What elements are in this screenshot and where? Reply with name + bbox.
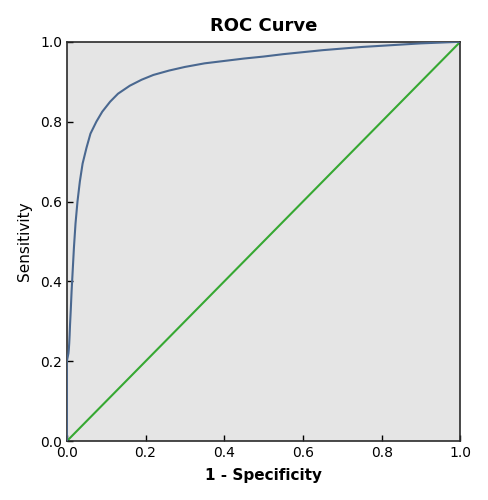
Y-axis label: Sensitivity: Sensitivity: [17, 202, 32, 281]
Title: ROC Curve: ROC Curve: [210, 16, 317, 34]
X-axis label: 1 - Specificity: 1 - Specificity: [205, 468, 322, 483]
